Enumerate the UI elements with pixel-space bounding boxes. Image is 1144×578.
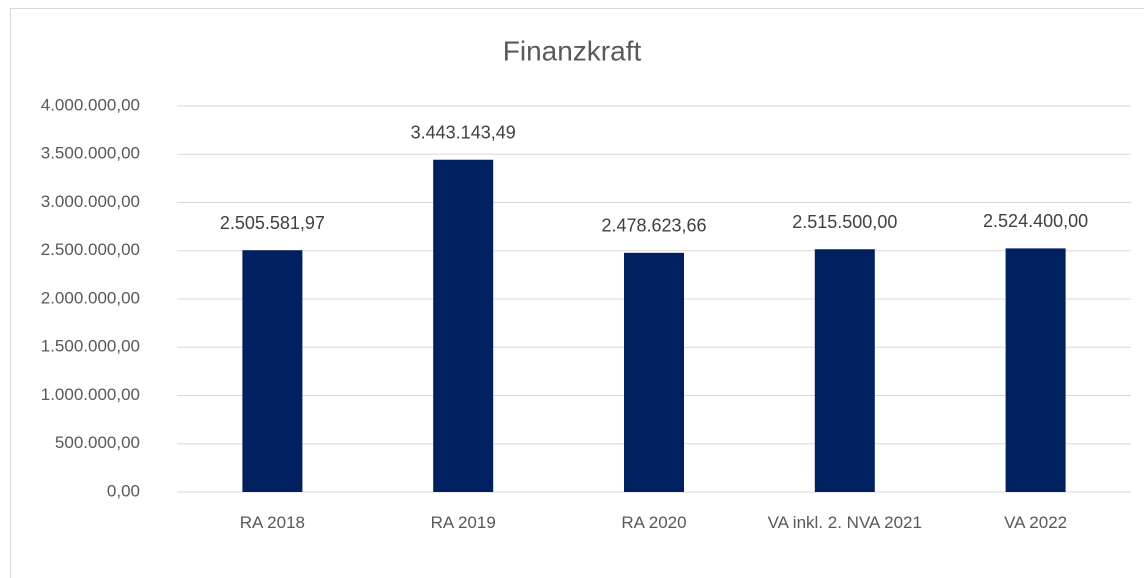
y-tick-label: 2.500.000,00 [41,240,140,259]
x-tick-label: RA 2019 [430,513,496,532]
y-tick-label: 2.000.000,00 [41,288,140,307]
data-label: 3.443.143,49 [411,122,516,142]
y-tick-label: 3.500.000,00 [41,144,140,163]
bar [1005,248,1066,492]
x-tick-label: RA 2018 [239,513,305,532]
y-tick-label: 500.000,00 [55,433,140,452]
bar [624,252,684,492]
y-tick-label: 0,00 [107,481,140,500]
data-label: 2.505.581,97 [220,213,325,233]
x-tick-label: VA inkl. 2. NVA 2021 [767,513,922,532]
data-label: 2.478.623,66 [601,216,706,236]
bar [814,249,875,492]
y-tick-label: 3.000.000,00 [41,192,140,211]
data-label: 2.515.500,00 [792,212,897,232]
chart-title: Finanzkraft [503,35,642,66]
bar [242,250,303,492]
y-tick-label: 1.500.000,00 [41,337,140,356]
data-label: 2.524.400,00 [983,211,1088,231]
x-tick-label: VA 2022 [1004,513,1068,532]
x-tick-label: RA 2020 [621,513,687,532]
chart-border [10,8,1144,578]
y-tick-label: 1.000.000,00 [41,385,140,404]
y-tick-label: 4.000.000,00 [41,95,140,114]
bar [433,159,494,493]
